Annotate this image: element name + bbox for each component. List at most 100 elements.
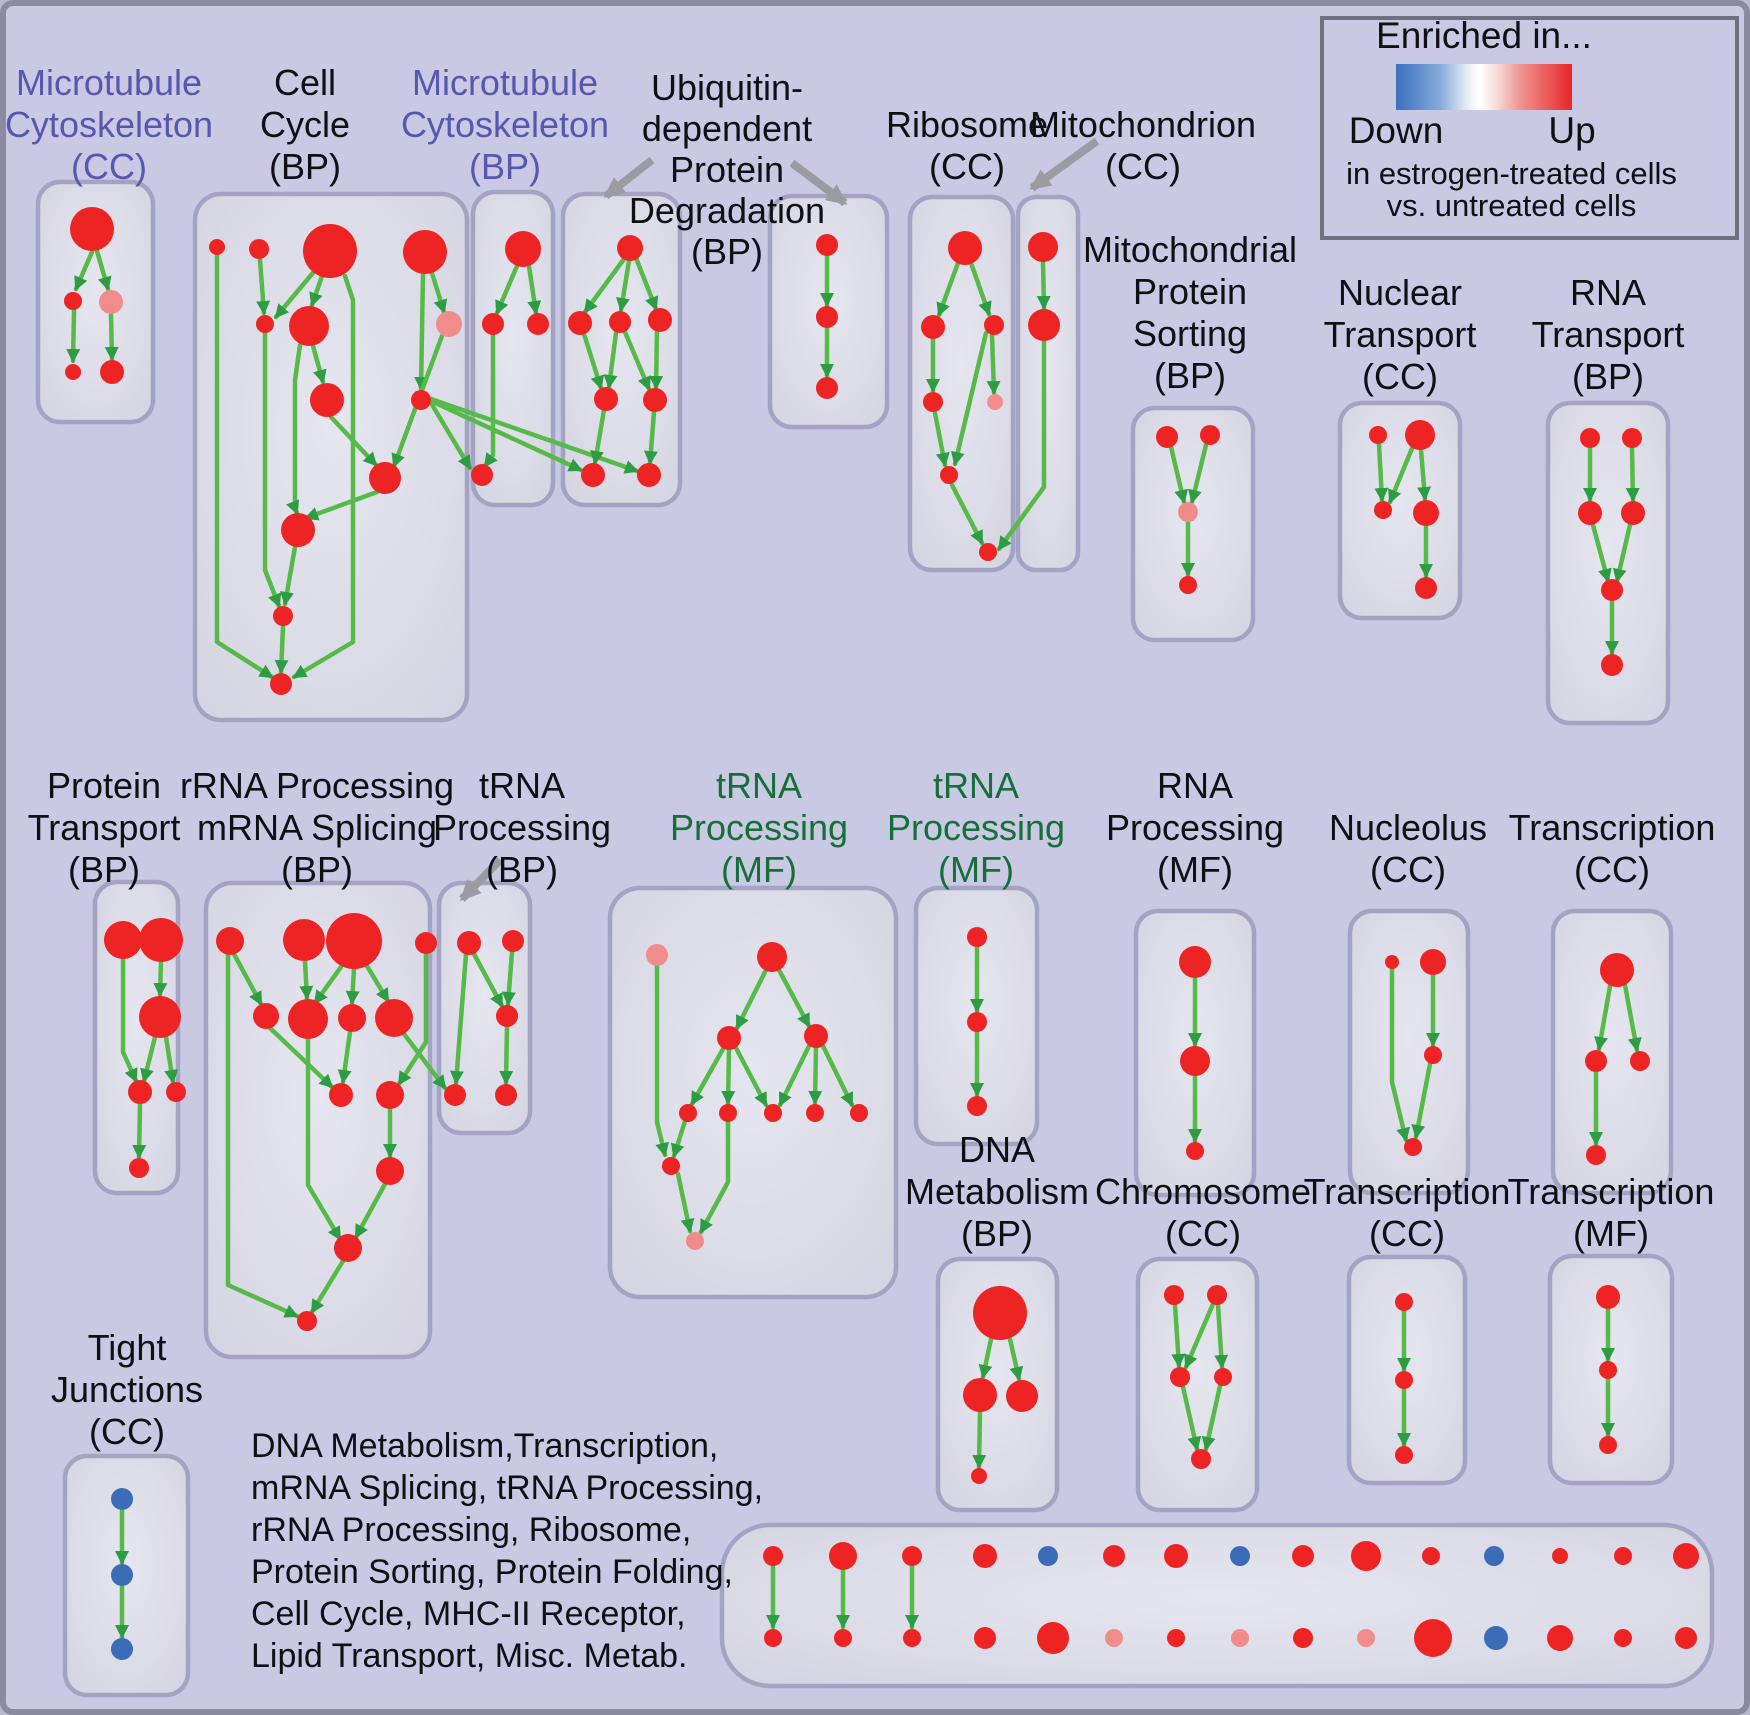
edge-arrow [1625,445,1640,503]
category-label-line: Processing [670,807,848,848]
go-term-node [963,1378,997,1412]
category-label: Ubiquitin-dependent Protein Degradation (BP… [629,67,825,272]
footnote-line: Cell Cycle, MHC-II Receptor, [251,1595,686,1633]
go-term-node [283,919,325,961]
go-term-node [1547,1625,1573,1651]
go-term-node [1552,1548,1568,1564]
footnote-line: DNA Metabolism,Transcription, [251,1427,718,1465]
category-label-line: (CC) [1362,356,1438,397]
go-term-node [637,463,661,487]
edge-arrow [590,407,607,466]
category-label-line: (BP) [269,146,341,187]
category-label: RNA Transport (BP) [1532,272,1685,397]
go-term-node [273,606,293,626]
edge-arrow [428,400,473,471]
go-term-node [310,383,344,417]
go-term-node [375,999,413,1037]
go-term-node [921,315,945,339]
edge-arrow [582,256,627,315]
go-term-node [1357,1629,1375,1647]
go-term-node [804,1024,828,1048]
go-term-node [1164,1544,1188,1568]
edge-arrow [978,1336,994,1380]
category-label: Chromosome (CC) [1095,1171,1311,1254]
edge-arrow [401,1031,448,1091]
go-term-node [581,463,605,487]
go-term-node [1214,1368,1232,1386]
edge-arrow [936,260,961,318]
edge-arrow [1374,441,1389,503]
category-box [907,194,1016,573]
go-term-node [764,1629,782,1647]
go-term-node [1614,1547,1632,1565]
go-term-node [1038,1546,1058,1566]
go-term-node [369,462,401,494]
edge-arrow [274,624,289,675]
edge-arrow [820,1043,855,1108]
pointer-arrows-layer [459,137,1100,902]
category-label-line: Junctions [51,1369,203,1410]
category-box [1015,194,1081,573]
edge-arrow [299,958,314,1001]
go-term-node [1596,1285,1620,1309]
go-term-node [967,1096,987,1116]
category-label-line: tRNA [716,765,802,806]
footnote-line: Protein Sorting, Protein Folding, [251,1553,733,1591]
category-label-line: Ubiquitin- [651,67,803,108]
category-label-line: (BP) [469,146,541,187]
go-term-node [70,207,114,251]
edge-arrow [603,330,619,390]
legend-gradient-bar [1396,64,1572,110]
go-term-node [816,306,838,328]
edge-arrow [622,329,652,392]
go-term-node [1415,577,1437,599]
go-term-node [1414,1619,1452,1657]
go-term-node [139,918,183,962]
edge-arrow [1411,1061,1433,1140]
category-label-line: Ribosome [886,104,1048,145]
go-term-node [415,932,437,954]
go-term-node [816,377,838,399]
go-term-node [834,1629,852,1647]
edge-arrow [499,1024,514,1086]
edge-arrow [309,273,325,308]
go-term-node [764,1104,782,1122]
category-label: Tight Junctions (CC) [51,1327,203,1452]
go-term-node [984,315,1004,335]
category-label-line: (BP) [1572,356,1644,397]
go-term-node [1413,500,1439,526]
edge-arrow [310,343,327,385]
edge-arrow [1389,966,1410,1143]
category-box [1337,400,1463,621]
legend-title: Enriched in... [1376,15,1592,56]
edge-arrow [429,270,448,315]
edge-arrow [654,963,669,1158]
category-box [1347,908,1471,1196]
category-label: DNA Metabolism (BP) [905,1129,1089,1254]
category-label-line: Cycle [260,104,350,145]
go-term-node [1422,1547,1440,1565]
go-term-node [948,231,982,265]
edge-arrow [153,959,168,998]
go-term-node [973,1544,997,1568]
category-label: Cell Cycle (BP) [260,62,350,187]
category-label: Transcription (MF) [1508,1171,1715,1254]
edge-arrow [1387,443,1416,505]
go-term-node [686,1232,704,1250]
go-term-node [99,290,123,314]
go-term-node [643,388,667,412]
category-label-line: Transcription [1304,1171,1511,1212]
go-term-node [757,942,787,972]
go-term-node [1351,1541,1381,1571]
category-label-line: Transport [1532,314,1685,355]
category-label: Microtubule Cytoskeleton (BP) [401,62,609,187]
go-term-node [1600,953,1634,987]
go-term-node [253,1003,279,1029]
go-term-node [1599,1436,1617,1454]
go-term-node [249,239,269,259]
go-term-node [111,1488,133,1510]
go-term-node [1293,1628,1313,1648]
edge-arrow [649,329,664,391]
category-label-line: rRNA Processing [180,765,454,806]
category-label-line: Transport [28,807,181,848]
